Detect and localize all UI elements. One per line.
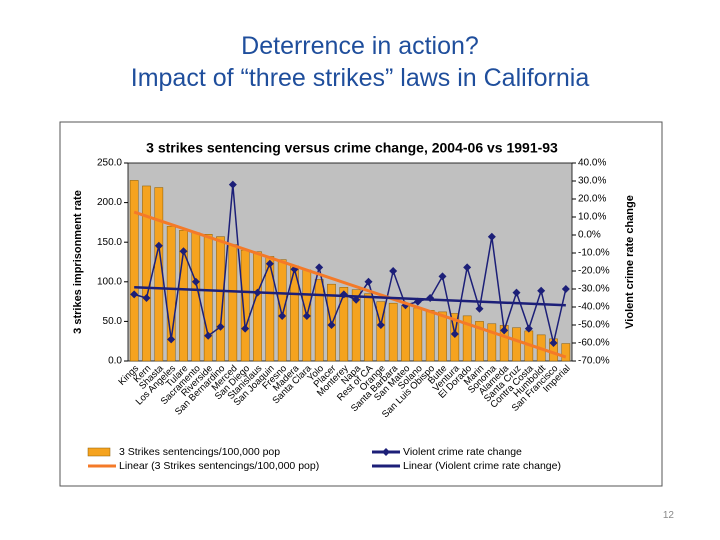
legend-label: 3 Strikes sentencings/100,000 pop <box>119 446 280 458</box>
bar <box>216 236 225 362</box>
bar <box>154 187 164 362</box>
marker <box>167 335 176 344</box>
bar <box>549 338 558 362</box>
bar <box>179 230 188 362</box>
marker <box>487 232 496 241</box>
marker <box>561 285 570 293</box>
y2-tick-label: 10.0% <box>578 212 606 223</box>
bar <box>277 259 287 362</box>
title-line: Deterrence in action? <box>241 32 479 60</box>
y2-tick-label: -30.0% <box>578 284 610 295</box>
slide-title: Deterrence in action? Impact of “three s… <box>0 30 720 94</box>
y2-tick-label: -10.0% <box>578 248 610 259</box>
marker <box>130 290 139 299</box>
plot-area <box>127 162 573 362</box>
bar <box>129 180 139 362</box>
y-axis-title: 3 strikes imprisonment rate <box>72 190 84 334</box>
marker <box>475 304 484 313</box>
marker <box>524 324 533 333</box>
y2-tick-label: 30.0% <box>578 176 606 187</box>
bar <box>388 302 398 362</box>
y2-tick-label: 20.0% <box>578 194 606 205</box>
bar <box>487 323 497 362</box>
title-line: Impact of “three strikes” laws in Califo… <box>130 64 590 92</box>
page-number: 12 <box>662 510 674 521</box>
bar <box>142 185 151 362</box>
marker <box>241 324 250 333</box>
bar <box>339 287 349 362</box>
legend-label: Linear (3 Strikes sentencings/100,000 po… <box>119 460 319 472</box>
marker <box>352 295 361 304</box>
marker <box>179 247 188 256</box>
marker <box>302 312 311 320</box>
marker <box>278 312 287 320</box>
legend-label: Linear (Violent crime rate change) <box>403 460 561 472</box>
bar <box>512 327 521 362</box>
legend-marker <box>382 448 390 456</box>
y2-tick-label: -50.0% <box>578 320 610 331</box>
y-tick-label: 50.0 <box>103 316 123 327</box>
legend-label: Violent crime rate change <box>403 446 522 458</box>
y-tick-label: 200.0 <box>97 197 122 208</box>
bar <box>364 293 373 362</box>
bar <box>475 321 484 362</box>
marker <box>450 330 459 338</box>
marker <box>154 241 163 250</box>
y-tick-label: 100.0 <box>97 276 122 287</box>
bar <box>438 311 447 362</box>
marker <box>438 272 447 281</box>
marker <box>500 326 509 335</box>
bar <box>166 226 176 362</box>
y2-tick-label: -70.0% <box>578 356 610 367</box>
marker <box>265 259 274 268</box>
marker <box>512 288 521 297</box>
marker <box>376 321 385 329</box>
bar <box>401 305 410 362</box>
marker <box>142 294 151 302</box>
bar <box>240 249 250 362</box>
y-tick-label: 250.0 <box>97 158 122 169</box>
marker <box>537 286 546 295</box>
marker <box>364 277 373 286</box>
bar <box>351 289 361 362</box>
marker <box>315 263 324 272</box>
bar <box>462 315 472 362</box>
bar <box>425 310 435 362</box>
y2-axis-title: Violent crime rate change <box>624 195 636 329</box>
marker <box>216 322 225 331</box>
bar <box>413 307 423 362</box>
marker <box>191 277 200 286</box>
y2-tick-label: -40.0% <box>578 302 610 313</box>
trend-line <box>134 285 566 307</box>
legend-swatch <box>87 447 111 457</box>
marker <box>327 321 336 329</box>
marker <box>389 267 398 275</box>
bar <box>253 251 262 362</box>
marker <box>463 263 472 272</box>
y2-tick-label: 0.0% <box>578 230 601 241</box>
y-tick-label: 0.0 <box>108 356 122 367</box>
bar <box>314 279 324 362</box>
bar <box>376 301 386 362</box>
bar <box>228 244 238 362</box>
marker <box>228 180 237 189</box>
y2-tick-label: -60.0% <box>578 338 610 349</box>
marker <box>204 331 213 340</box>
bar <box>561 343 571 362</box>
trend-line <box>133 210 567 359</box>
bar <box>203 234 213 362</box>
y2-tick-label: -20.0% <box>578 266 610 277</box>
chart-title: 3 strikes sentencing versus crime change… <box>146 140 558 156</box>
y-tick-label: 150.0 <box>97 237 122 248</box>
y2-tick-label: 40.0% <box>578 158 606 169</box>
marker <box>549 339 558 347</box>
